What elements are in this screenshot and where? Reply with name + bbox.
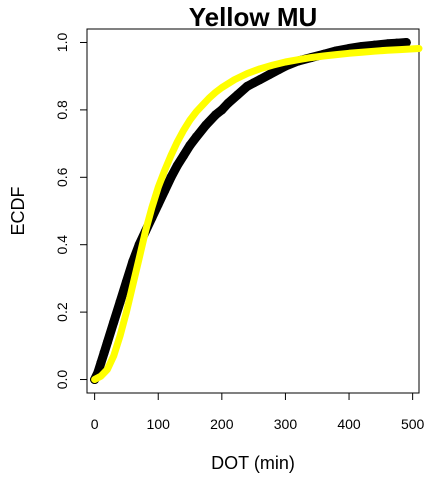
ecdf-point (265, 70, 275, 79)
ecdf-point (223, 98, 233, 108)
ecdf-point (210, 110, 220, 120)
ecdf-point (121, 277, 131, 287)
ecdf-point (233, 90, 243, 100)
x-tick-label: 100 (147, 416, 171, 432)
y-tick-label: 0.6 (54, 167, 70, 187)
x-tick-label: 0 (91, 416, 99, 432)
y-tick-label: 1.0 (54, 33, 70, 53)
ecdf-point (96, 358, 106, 368)
fitted-curve-line (91, 45, 423, 383)
ecdf-point (185, 140, 195, 150)
ecdf-point (201, 120, 211, 130)
ecdf-point (392, 38, 402, 48)
x-tick-label: 500 (401, 416, 425, 432)
ecdf-point (102, 337, 112, 347)
y-tick-label: 0.0 (54, 370, 70, 390)
ecdf-point (217, 105, 227, 115)
ecdf-point (255, 75, 265, 85)
y-tick-label: 0.4 (54, 235, 70, 255)
y-tick-label: 0.2 (54, 302, 70, 322)
ecdf-point (369, 40, 379, 50)
x-tick-label: 400 (337, 416, 361, 432)
x-axis: 0 100 200 300 400 500 (91, 392, 425, 432)
ecdf-point (99, 348, 109, 358)
y-axis: 0.0 0.2 0.4 0.6 0.8 1.0 (54, 33, 88, 390)
chart-title: Yellow MU (189, 2, 318, 32)
ecdf-series-line (90, 38, 411, 384)
y-tick-label: 0.8 (54, 100, 70, 120)
ecdf-point (172, 161, 182, 170)
y-axis-label: ECDF (8, 186, 28, 235)
x-tick-label: 200 (210, 416, 234, 432)
ecdf-point (191, 132, 201, 142)
ecdf-point (109, 317, 119, 327)
ecdf-point (166, 172, 176, 182)
ecdf-point (401, 37, 411, 47)
series-layer (90, 37, 423, 385)
x-tick-label: 300 (274, 416, 298, 432)
ecdf-point (115, 297, 125, 307)
ecdf-point (160, 186, 170, 196)
ecdf-point (382, 39, 392, 49)
x-axis-label: DOT (min) (211, 453, 295, 473)
ecdf-point (179, 150, 189, 160)
